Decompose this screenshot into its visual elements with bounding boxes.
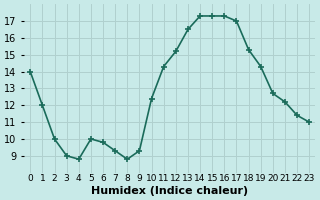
X-axis label: Humidex (Indice chaleur): Humidex (Indice chaleur) <box>91 186 248 196</box>
